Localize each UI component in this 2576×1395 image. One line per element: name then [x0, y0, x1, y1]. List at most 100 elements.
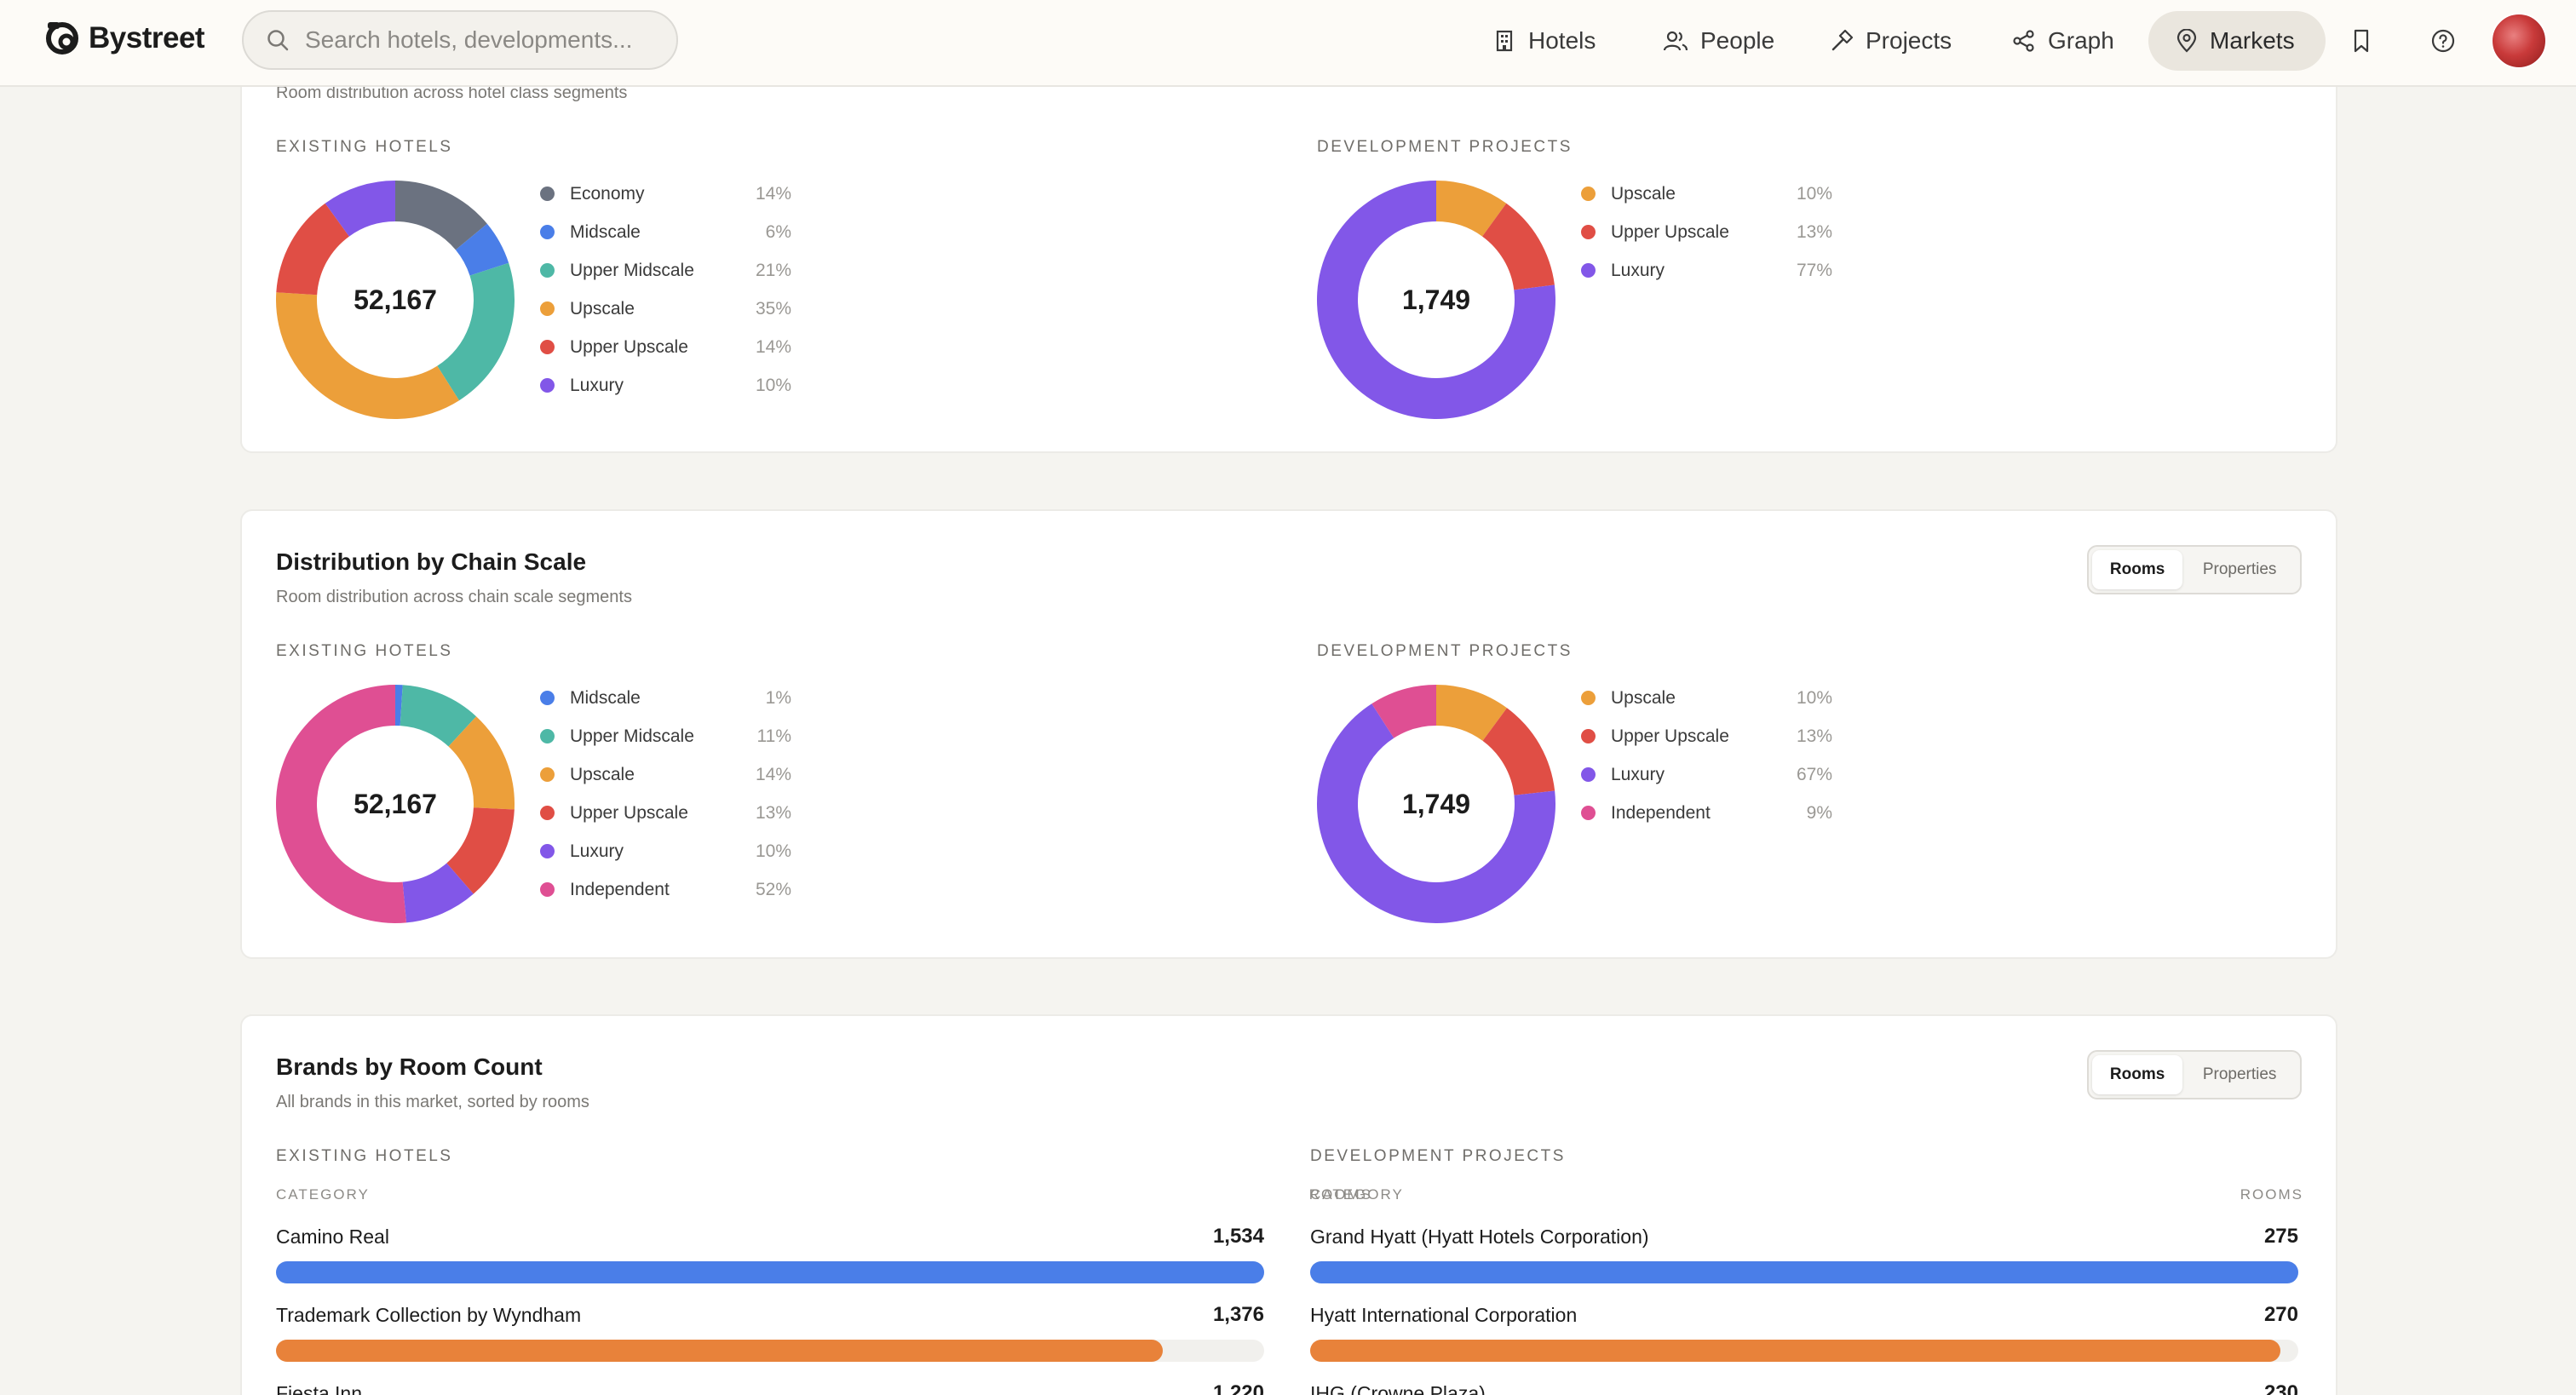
category-column-header: CATEGORY: [1310, 1186, 1404, 1203]
search-input[interactable]: [305, 26, 646, 54]
legend-label: Upper Upscale: [570, 802, 688, 823]
legend-label: Midscale: [570, 221, 641, 242]
toggle-rooms[interactable]: Rooms: [2092, 1055, 2183, 1094]
toggle-properties[interactable]: Properties: [2202, 560, 2277, 578]
category-column-header: CATEGORY: [276, 1186, 370, 1203]
nav-graph[interactable]: Graph: [1985, 11, 2142, 71]
bookmark-button[interactable]: [2344, 24, 2378, 58]
development-projects-label: DEVELOPMENT PROJECTS: [1310, 1147, 1566, 1165]
legend-item: Economy 14%: [540, 175, 791, 213]
top-navigation-bar: Bystreet Hotels People Project: [0, 0, 2576, 87]
nav-hotels[interactable]: Hotels: [1465, 11, 1623, 71]
legend-item: Upper Upscale 13%: [1581, 213, 1832, 251]
donut-slice-luxury[interactable]: [1317, 181, 1555, 419]
legend-percent: 13%: [1796, 221, 1832, 242]
legend-item: Upper Midscale 11%: [540, 717, 791, 755]
dev-class-legend: Upscale 10% Upper Upscale 13% Luxury 77%: [1581, 175, 1832, 290]
toggle-rooms[interactable]: Rooms: [2092, 550, 2183, 589]
legend-color-swatch: [540, 263, 555, 278]
legend-item: Upscale 14%: [540, 755, 791, 794]
donut-slice-independent[interactable]: [1371, 685, 1436, 738]
donut-slice-upper-midscale[interactable]: [400, 685, 477, 747]
legend-percent: 10%: [1796, 687, 1832, 708]
bystreet-logo-icon: [46, 22, 78, 55]
donut-slice-upper-upscale[interactable]: [446, 807, 515, 894]
bookmark-icon: [2354, 29, 2369, 53]
existing-hotels-label: EXISTING HOTELS: [276, 138, 453, 156]
donut-slice-upscale[interactable]: [1436, 685, 1508, 741]
graph-icon: [2013, 30, 2034, 52]
donut-slice-upscale[interactable]: [276, 292, 460, 419]
legend-item: Upper Upscale 13%: [540, 794, 791, 832]
brand-room-count: 270: [2263, 1303, 2298, 1326]
legend-color-swatch: [540, 844, 555, 858]
legend-color-swatch: [1581, 263, 1596, 278]
brand-room-count: 275: [2263, 1225, 2298, 1248]
legend-color-swatch: [540, 378, 555, 393]
legend-label: Luxury: [570, 375, 624, 395]
nav-hotels-label: Hotels: [1528, 27, 1596, 54]
nav-projects[interactable]: Projects: [1803, 11, 1979, 71]
legend-color-swatch: [1581, 806, 1596, 820]
legend-color-swatch: [1581, 691, 1596, 705]
legend-percent: 13%: [755, 802, 791, 823]
legend-label: Upper Midscale: [570, 260, 694, 280]
donut-slice-independent[interactable]: [276, 685, 407, 923]
help-icon: [2431, 29, 2455, 53]
donut-slice-economy[interactable]: [395, 181, 487, 250]
card-title: Distribution by Chain Scale: [276, 548, 587, 575]
hammer-icon: [1831, 29, 1854, 51]
card-subtitle: All brands in this market, sorted by roo…: [276, 1093, 589, 1111]
brand-bar-track: [276, 1340, 1264, 1362]
legend-label: Independent: [570, 879, 670, 899]
nav-people[interactable]: People: [1636, 11, 1802, 71]
map-pin-icon: [2176, 29, 2197, 53]
donut-slice-midscale[interactable]: [395, 685, 403, 726]
legend-percent: 1%: [765, 687, 791, 708]
legend-item: Luxury 67%: [1581, 755, 1832, 794]
user-avatar[interactable]: [2491, 13, 2547, 69]
brand-name: Trademark Collection by Wyndham: [276, 1304, 582, 1326]
legend-item: Luxury 77%: [1581, 251, 1832, 290]
legend-color-swatch: [1581, 187, 1596, 201]
legend-item: Upscale 10%: [1581, 175, 1832, 213]
legend-label: Upscale: [1611, 687, 1676, 708]
rooms-column-header: ROOMS: [2240, 1186, 2303, 1203]
development-projects-label: DEVELOPMENT PROJECTS: [1317, 138, 1573, 156]
legend-percent: 14%: [755, 183, 791, 204]
legend-label: Economy: [570, 183, 645, 204]
donut-slice-upscale[interactable]: [1436, 181, 1507, 237]
nav-markets[interactable]: Markets: [2148, 11, 2326, 71]
building-icon: [1496, 30, 1513, 52]
donut-slice-upper-upscale[interactable]: [1482, 203, 1555, 290]
legend-label: Upper Upscale: [1611, 221, 1729, 242]
legend-item: Luxury 10%: [540, 832, 791, 870]
help-button[interactable]: [2426, 24, 2460, 58]
existing-hotels-label: EXISTING HOTELS: [276, 642, 453, 660]
donut-slice-midscale[interactable]: [455, 223, 509, 276]
people-icon: [1663, 31, 1688, 51]
brand-name: IHG (Crowne Plaza): [1310, 1382, 1486, 1395]
legend-percent: 13%: [1796, 726, 1832, 746]
legend-color-swatch: [540, 691, 555, 705]
donut-slice-upper-upscale[interactable]: [1482, 708, 1555, 795]
legend-percent: 10%: [1796, 183, 1832, 204]
toggle-properties[interactable]: Properties: [2202, 1065, 2277, 1083]
donut-slice-luxury[interactable]: [325, 181, 395, 237]
legend-color-swatch: [540, 301, 555, 316]
rooms-properties-toggle[interactable]: Rooms Properties: [2087, 1050, 2302, 1099]
rooms-properties-toggle[interactable]: Rooms Properties: [2087, 545, 2302, 594]
search-bar[interactable]: [242, 10, 678, 70]
brand-name: Bystreet: [89, 21, 205, 55]
legend-percent: 52%: [755, 879, 791, 899]
brand-logo[interactable]: Bystreet: [44, 20, 205, 56]
legend-percent: 35%: [755, 298, 791, 319]
legend-percent: 77%: [1796, 260, 1832, 280]
donut-slice-upscale[interactable]: [448, 716, 515, 810]
donut-slice-luxury[interactable]: [1317, 703, 1555, 923]
legend-label: Upper Upscale: [1611, 726, 1729, 746]
donut-slice-luxury[interactable]: [402, 863, 474, 923]
donut-slice-upper-upscale[interactable]: [276, 203, 349, 296]
brand-name: Grand Hyatt (Hyatt Hotels Corporation): [1310, 1226, 1649, 1248]
donut-slice-upper-midscale[interactable]: [437, 262, 515, 401]
